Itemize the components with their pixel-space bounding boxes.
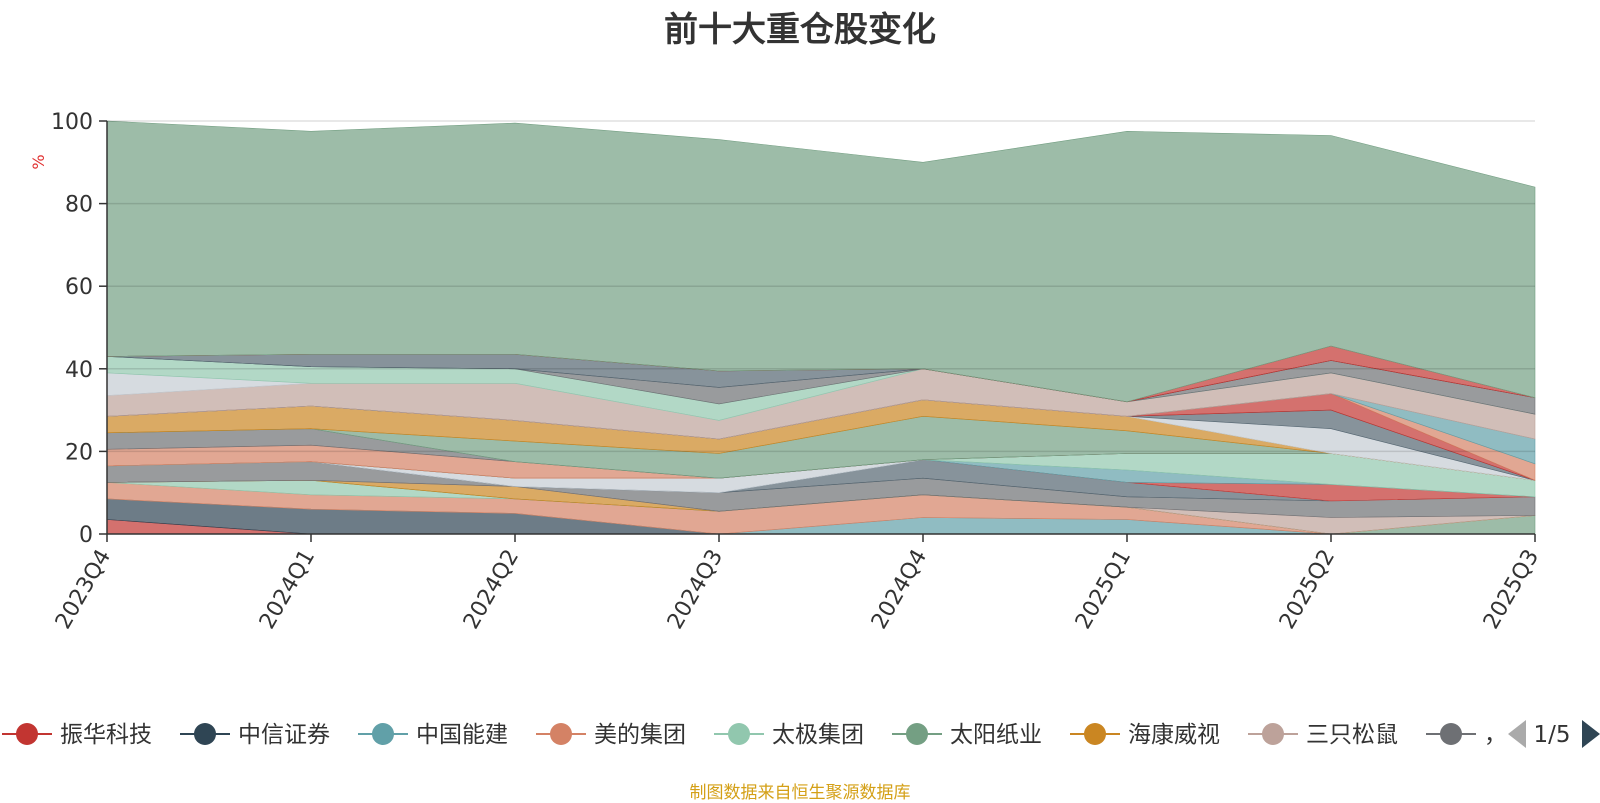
y-tick-label-5: 100 xyxy=(51,110,93,135)
x-tick-label-1: 2024Q1 xyxy=(255,545,320,633)
legend-label: 海康威视 xyxy=(1128,722,1220,748)
legend[interactable]: 振华科技 中信证券 中国能建 美的集团 太极集团 太阳纸业 海康威视 三只松鼠 ， 1/5 xyxy=(2,720,1600,748)
legend-page-indicator: 1/5 xyxy=(1533,722,1570,748)
y-tick-label-0: 0 xyxy=(79,523,93,548)
legend-marker-icon xyxy=(194,723,216,745)
x-tick-label-6: 2025Q2 xyxy=(1275,545,1340,633)
y-axis-label: % xyxy=(29,154,48,169)
legend-item-5[interactable]: 太阳纸业 xyxy=(892,722,1042,748)
legend-item-8[interactable]: ， xyxy=(1426,722,1507,748)
legend-item-2[interactable]: 中国能建 xyxy=(358,722,508,748)
x-tick-label-5: 2025Q1 xyxy=(1071,545,1136,633)
legend-item-7[interactable]: 三只松鼠 xyxy=(1248,722,1398,748)
x-tick-label-4: 2024Q4 xyxy=(867,545,932,633)
legend-prev-icon[interactable] xyxy=(1508,720,1526,748)
legend-label: ， xyxy=(1484,722,1507,748)
legend-marker-icon xyxy=(372,723,394,745)
legend-label: 中国能建 xyxy=(416,722,508,748)
legend-label: 美的集团 xyxy=(594,722,686,748)
area-series-29[interactable] xyxy=(106,120,1536,403)
legend-item-6[interactable]: 海康威视 xyxy=(1070,722,1220,748)
y-tick-label-1: 20 xyxy=(65,440,93,465)
legend-marker-icon xyxy=(1262,723,1284,745)
legend-marker-icon xyxy=(728,723,750,745)
legend-item-0[interactable]: 振华科技 xyxy=(2,722,152,748)
legend-label: 中信证券 xyxy=(238,722,330,748)
legend-label: 三只松鼠 xyxy=(1306,722,1398,748)
legend-label: 太极集团 xyxy=(772,722,864,748)
legend-marker-icon xyxy=(550,723,572,745)
x-tick-label-0: 2023Q4 xyxy=(51,545,116,633)
legend-label: 太阳纸业 xyxy=(950,722,1042,748)
x-tick-label-2: 2024Q2 xyxy=(459,545,524,633)
legend-marker-icon xyxy=(1084,723,1106,745)
legend-item-3[interactable]: 美的集团 xyxy=(536,722,686,748)
legend-label: 振华科技 xyxy=(60,722,152,748)
legend-next-icon[interactable] xyxy=(1582,720,1600,748)
x-tick-label-7: 2025Q3 xyxy=(1479,545,1544,633)
y-tick-label-3: 60 xyxy=(65,275,93,300)
footer-source: 制图数据来自恒生聚源数据库 xyxy=(689,783,911,803)
gridlines xyxy=(107,120,1535,453)
legend-item-4[interactable]: 太极集团 xyxy=(714,722,864,748)
legend-marker-icon xyxy=(16,723,38,745)
area-series-group xyxy=(106,120,1536,535)
legend-marker-icon xyxy=(906,723,928,745)
legend-item-1[interactable]: 中信证券 xyxy=(180,722,330,748)
legend-marker-icon xyxy=(1440,723,1462,745)
y-tick-label-4: 80 xyxy=(65,193,93,218)
y-tick-label-2: 40 xyxy=(65,358,93,383)
x-tick-label-3: 2024Q3 xyxy=(663,545,728,633)
chart-title: 前十大重仓股变化 xyxy=(664,10,936,50)
